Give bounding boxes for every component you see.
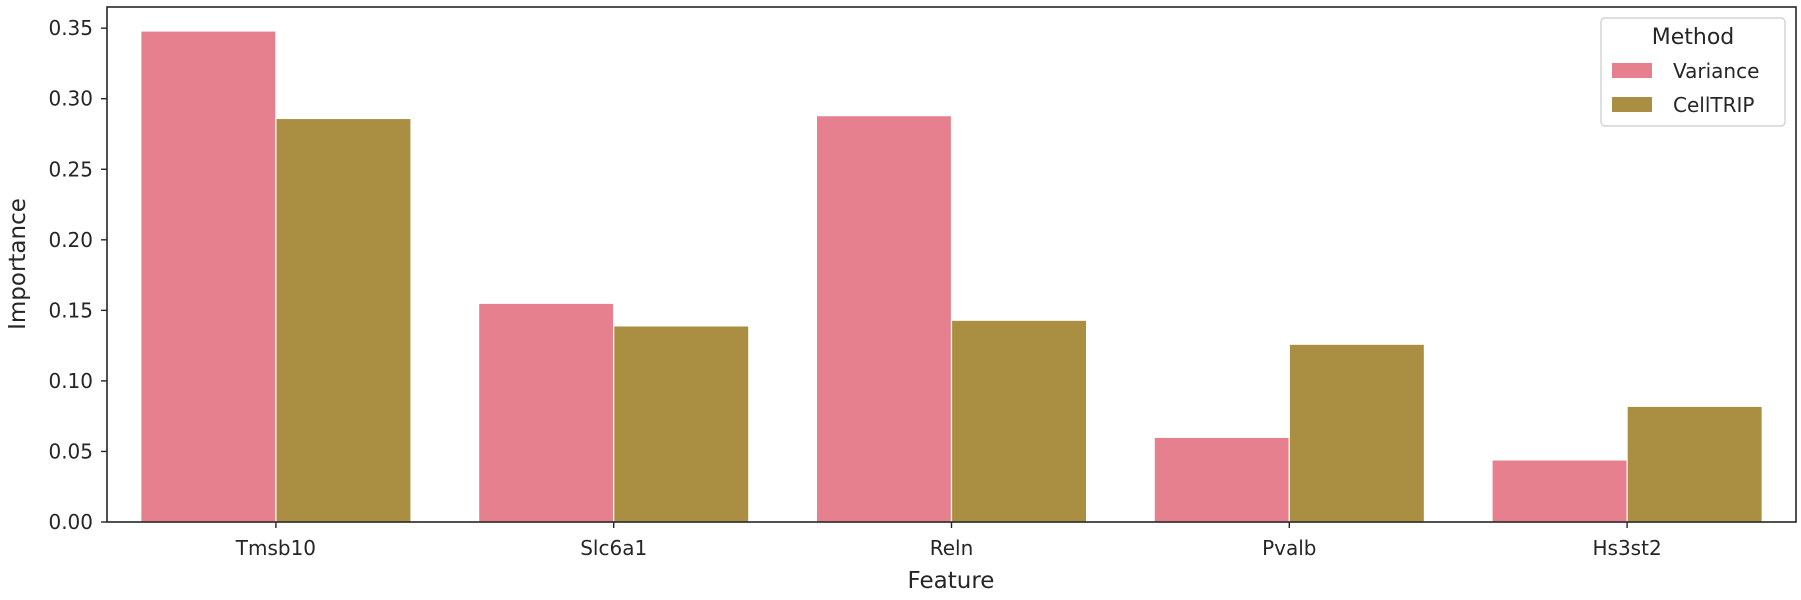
bar-variance-reln: [815, 115, 953, 523]
bar-celltrip-hs3st2: [1626, 405, 1763, 523]
bar-celltrip-tmsb10: [275, 117, 412, 523]
bar-variance-tmsb10: [140, 30, 277, 523]
y-tick-label: 0.00: [48, 510, 93, 534]
x-tick-label: Slc6a1: [580, 536, 647, 560]
y-axis-ticks: 0.00 0.05 0.10 0.15 0.20 0.25 0.30 0.35: [48, 16, 107, 534]
x-tick-label: Reln: [930, 536, 974, 560]
legend: Method Variance CellTRIP: [1600, 17, 1786, 127]
bar-variance-pvalb: [1153, 436, 1290, 523]
bars-layer: [140, 30, 1763, 523]
bar-celltrip-pvalb: [1288, 343, 1426, 523]
bar-variance-slc6a1: [477, 302, 615, 523]
legend-title: Method: [1652, 25, 1735, 50]
y-tick-label: 0.25: [48, 157, 93, 181]
x-tick-label: Pvalb: [1262, 536, 1316, 560]
legend-label-celltrip: CellTRIP: [1673, 93, 1754, 117]
y-tick-label: 0.20: [48, 228, 93, 252]
x-axis-ticks: Tmsb10 Slc6a1 Reln Pvalb Hs3st2: [235, 522, 1662, 560]
legend-label-variance: Variance: [1673, 59, 1759, 83]
y-tick-label: 0.10: [48, 369, 93, 393]
x-tick-label: Hs3st2: [1593, 536, 1662, 560]
y-tick-label: 0.15: [48, 298, 93, 322]
bar-celltrip-reln: [950, 319, 1088, 523]
x-axis-label: Feature: [908, 568, 995, 594]
bar-variance-hs3st2: [1491, 459, 1628, 523]
y-tick-label: 0.05: [48, 439, 93, 463]
y-tick-label: 0.30: [48, 87, 93, 111]
bar-celltrip-slc6a1: [613, 325, 750, 523]
legend-swatch-celltrip: [1612, 97, 1652, 112]
x-tick-label: Tmsb10: [235, 536, 316, 560]
y-tick-label: 0.35: [48, 16, 93, 40]
legend-swatch-variance: [1612, 63, 1652, 78]
y-axis-label: Importance: [5, 198, 31, 330]
